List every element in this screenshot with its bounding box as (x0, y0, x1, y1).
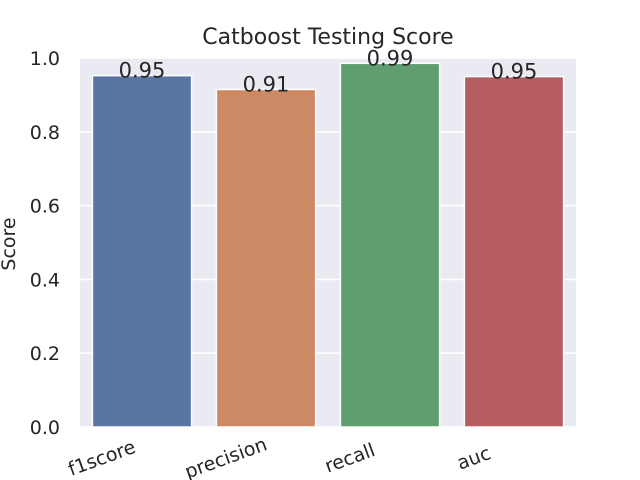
y-tick-label: 0.8 (30, 122, 60, 144)
y-tick-label: 0.0 (30, 417, 60, 439)
x-tick-label-auc: auc (454, 442, 494, 474)
data-label-f1score: 0.95 (119, 59, 166, 83)
y-tick-label: 0.2 (30, 343, 60, 365)
bar-precision (215, 88, 317, 428)
data-label-recall: 0.99 (367, 46, 414, 70)
data-labels: 0.95 0.91 0.99 0.95 (119, 46, 538, 96)
x-tick-label-precision: precision (182, 433, 270, 480)
x-tick-labels: f1score precision recall auc (65, 433, 493, 480)
data-label-auc: 0.95 (491, 60, 538, 84)
y-axis-label: Score (0, 217, 20, 270)
bars (91, 62, 565, 428)
y-tick-label: 0.6 (30, 196, 60, 218)
y-tick-labels: 0.0 0.2 0.4 0.6 0.8 1.0 (30, 48, 60, 439)
bar-recall (339, 62, 441, 428)
chart-title: Catboost Testing Score (202, 25, 453, 50)
x-tick-label-f1score: f1score (65, 436, 138, 480)
y-tick-label: 1.0 (30, 48, 60, 70)
bar-f1score (91, 74, 193, 428)
data-label-precision: 0.91 (243, 72, 290, 96)
bar-auc (463, 75, 565, 428)
y-tick-label: 0.4 (30, 269, 60, 291)
x-tick-label-recall: recall (322, 439, 378, 477)
